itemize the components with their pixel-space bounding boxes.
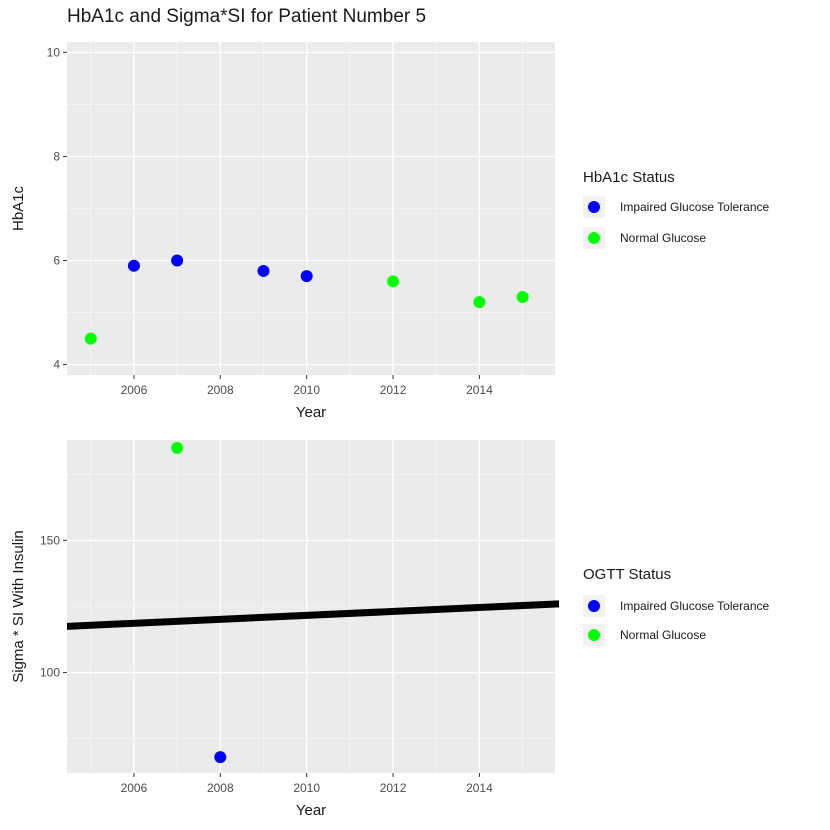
sigma-si-x-axis-title: Year [296,802,326,819]
hba1c-legend-key-normal [588,232,600,244]
sigma-si-point-normal [171,441,184,454]
hba1c-plot-area [42,254,529,345]
hba1c-point-normal [387,275,400,288]
hba1c-y-tick-label: 8 [53,149,60,163]
page-title: HbA1c and Sigma*SI for Patient Number 5 [67,6,427,27]
hba1c-x-tick-label: 2010 [293,383,320,397]
hba1c-x-axis-title: Year [296,404,326,421]
hba1c-x-tick-label: 2012 [380,383,407,397]
hba1c-legend-key-impaired [588,201,600,213]
hba1c-point-impaired [171,254,184,267]
sigma-si-x-tick-label: 2014 [466,781,493,795]
hba1c-point-impaired [257,264,270,277]
hba1c-point-normal [473,296,486,309]
sigma-si-legend: OGTT Status Impaired Glucose Tolerance Nor… [583,566,770,646]
sigma-si-x-tick-label: 2006 [121,781,148,795]
sigma-si-panel: 2006 2008 2010 2012 2014 100 150 Year Sigma * SI… [10,440,770,819]
sigma-si-y-tick-label: 150 [40,533,60,547]
hba1c-point-impaired [127,259,140,272]
sigma-si-legend-title: OGTT Status [583,566,671,583]
hba1c-legend: HbA1c Status Impaired Glucose Tolerance No… [583,169,770,249]
hba1c-y-tick-label: 6 [53,254,60,268]
hba1c-x-tick-label: 2006 [121,383,148,397]
sigma-si-legend-label-normal: Normal Glucose [620,628,706,642]
hba1c-x-tick-label: 2008 [207,383,234,397]
hba1c-y-tick-label: 10 [47,45,61,59]
hba1c-point-impaired [42,265,54,277]
hba1c-point-normal [84,332,97,345]
sigma-si-plot-area [67,441,559,764]
hba1c-panel: 2006 2008 2010 2012 2014 4 6 8 10 Year HbA1c HbA1c … [10,42,770,421]
sigma-si-x-tick-label: 2012 [380,781,407,795]
hba1c-legend-label-normal: Normal Glucose [620,231,706,245]
hba1c-point-normal [516,290,529,303]
sigma-si-x-tick-label: 2010 [293,781,320,795]
sigma-si-trend-line [67,600,559,630]
hba1c-x-tick-label: 2014 [466,383,493,397]
hba1c-legend-label-impaired: Impaired Glucose Tolerance [620,200,770,214]
hba1c-y-tick-label: 4 [53,358,60,372]
sigma-si-y-axis-title: Sigma * SI With Insulin [10,530,27,683]
sigma-si-y-tick-label: 100 [40,666,60,680]
sigma-si-legend-key-impaired [588,600,600,612]
sigma-si-point-impaired [214,751,227,764]
sigma-si-legend-key-normal [588,629,600,641]
hba1c-legend-title: HbA1c Status [583,169,675,186]
hba1c-point-impaired [300,270,313,283]
sigma-si-legend-label-impaired: Impaired Glucose Tolerance [620,599,770,613]
sigma-si-x-tick-label: 2008 [207,781,234,795]
hba1c-y-axis-title: HbA1c [10,185,27,231]
